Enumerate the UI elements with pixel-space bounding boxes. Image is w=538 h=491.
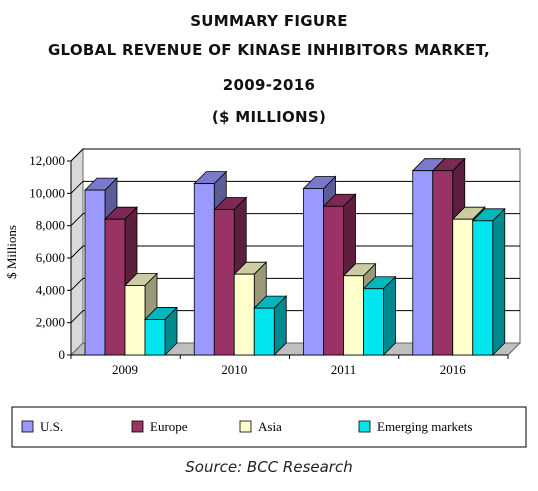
bar-emerging-2009 (144, 306, 178, 356)
bar-front (432, 170, 454, 356)
gridline-side (70, 277, 84, 291)
title-line-3: 2009-2016 (222, 76, 316, 94)
gridline-side (70, 245, 84, 259)
bar-side (383, 275, 396, 356)
bar-front (253, 307, 275, 356)
bar-front (193, 183, 215, 356)
bar-front (343, 275, 364, 356)
bar-front (104, 218, 126, 356)
y-tick-label: 8,000 (36, 218, 65, 233)
legend-label-emerging: Emerging markets (377, 419, 472, 434)
bar-front (452, 218, 474, 356)
bar-front (144, 319, 166, 356)
y-tick-label: 2,000 (36, 315, 65, 330)
bar-front (363, 288, 384, 356)
y-tick-label: 4,000 (36, 282, 65, 297)
x-tick-label-2016: 2016 (440, 362, 467, 377)
title-line-1: SUMMARY FIGURE (190, 12, 348, 30)
legend-swatch-emerging (358, 420, 371, 433)
bar-front (213, 209, 235, 356)
legend-label-asia: Asia (258, 419, 282, 434)
bar-emerging-2010 (253, 295, 288, 356)
bar-side (492, 207, 506, 356)
legend-box (11, 406, 527, 448)
bar-emerging-2016 (471, 207, 506, 356)
legend-swatch-europe (131, 420, 144, 433)
bar-emerging-2011 (362, 275, 397, 356)
y-tick-label: 10,000 (29, 185, 65, 200)
bar-front (412, 170, 434, 356)
y-axis-label: $ Millions (4, 225, 19, 279)
title-line-4: ($ MILLIONS) (211, 108, 327, 126)
source-note: Source: BCC Research (185, 458, 353, 476)
bar-front (303, 188, 324, 356)
gridline-side (70, 148, 84, 162)
bar-front (84, 189, 106, 356)
gridline-side (70, 213, 84, 227)
bar-front (323, 205, 344, 356)
y-tick-label: 12,000 (29, 153, 65, 168)
legend-label-us: U.S. (40, 419, 63, 434)
y-tick-label: 6,000 (36, 250, 65, 265)
x-tick-label-2009: 2009 (112, 362, 138, 377)
legend-label-europe: Europe (150, 419, 188, 434)
x-tick-label-2011: 2011 (331, 362, 357, 377)
y-tick-label: 0 (59, 347, 66, 362)
gridline-side (70, 310, 84, 324)
bar-front (472, 220, 494, 356)
title-line-2: GLOBAL REVENUE OF KINASE INHIBITORS MARK… (47, 41, 491, 59)
bar-front (124, 285, 146, 356)
x-tick-label-2010: 2010 (221, 362, 247, 377)
legend-swatch-asia (239, 420, 252, 433)
gridline-side (70, 180, 84, 194)
bar-front (233, 273, 255, 356)
legend-swatch-us (21, 420, 34, 433)
